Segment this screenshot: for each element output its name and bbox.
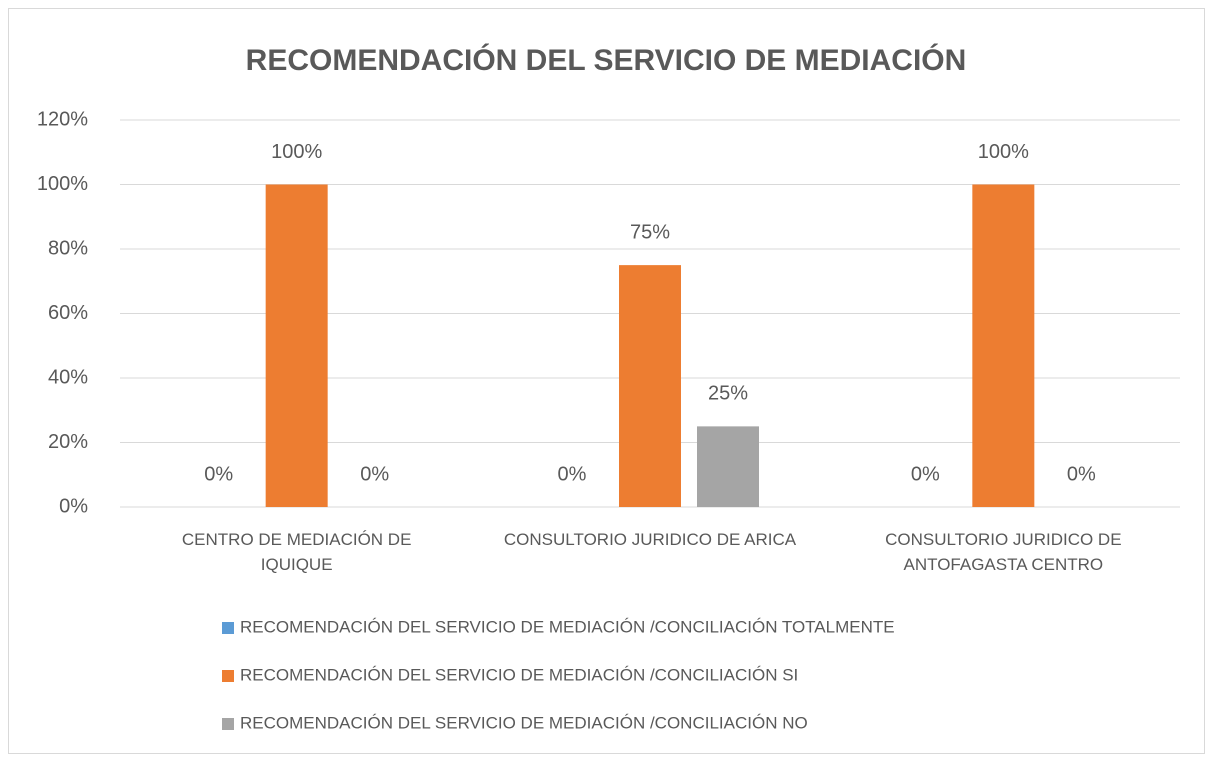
y-tick-label: 20% xyxy=(48,431,88,453)
y-tick-label: 120% xyxy=(37,108,88,130)
y-tick-label: 80% xyxy=(48,237,88,259)
x-tick-label: CONSULTORIO JURIDICO DE ANTOFAGASTA CENTR… xyxy=(885,530,1121,574)
bar xyxy=(265,184,328,507)
y-tick-label: 60% xyxy=(48,302,88,324)
bar xyxy=(972,184,1035,507)
data-label: 0% xyxy=(360,463,389,485)
y-tick-label: 100% xyxy=(37,173,88,195)
y-tick-label: 40% xyxy=(48,366,88,388)
data-label: 75% xyxy=(630,221,670,243)
x-tick-label: CONSULTORIO JURIDICO DE ARICA xyxy=(504,530,797,549)
data-label: 0% xyxy=(911,463,940,485)
legend-label: RECOMENDACIÓN DEL SERVICIO DE MEDIACIÓN … xyxy=(240,713,808,732)
data-label: 0% xyxy=(558,463,587,485)
legend-label: RECOMENDACIÓN DEL SERVICIO DE MEDIACIÓN … xyxy=(240,665,798,684)
x-tick-label: CENTRO DE MEDIACIÓN DE IQUIQUE xyxy=(182,530,412,574)
chart-title: RECOMENDACIÓN DEL SERVICIO DE MEDIACIÓN xyxy=(246,43,967,77)
data-label: 100% xyxy=(978,141,1029,163)
legend-swatch xyxy=(222,718,234,730)
data-label: 25% xyxy=(708,383,748,405)
legend-swatch xyxy=(222,670,234,682)
data-label: 0% xyxy=(1067,463,1096,485)
data-label: 100% xyxy=(271,141,322,163)
legend-swatch xyxy=(222,622,234,634)
data-label: 0% xyxy=(204,463,233,485)
bar xyxy=(697,426,759,507)
legend-label: RECOMENDACIÓN DEL SERVICIO DE MEDIACIÓN … xyxy=(240,617,895,636)
y-tick-label: 0% xyxy=(59,495,88,517)
bar xyxy=(619,265,681,507)
